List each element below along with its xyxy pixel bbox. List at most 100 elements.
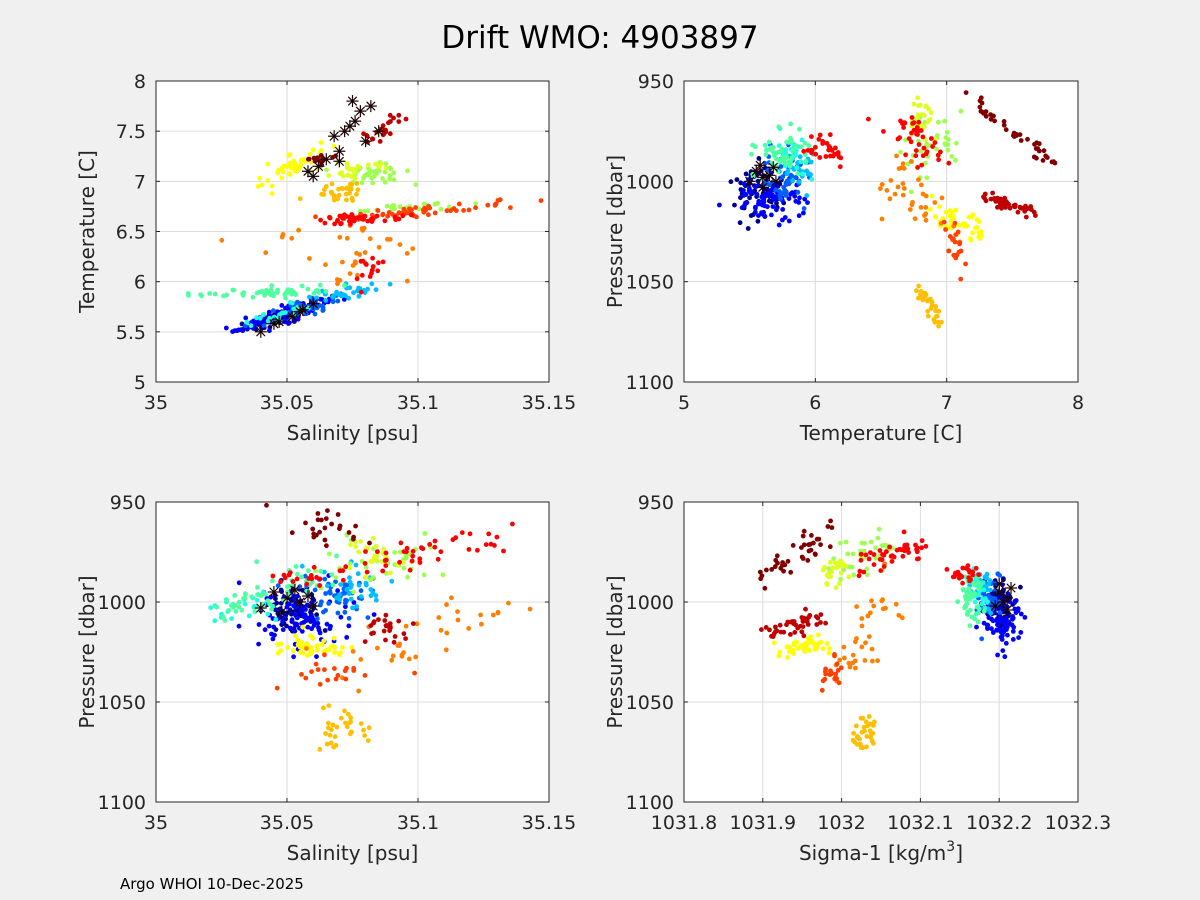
scatter-point xyxy=(807,648,813,653)
scatter-point xyxy=(403,636,408,641)
scatter-point xyxy=(945,147,951,153)
scatter-point xyxy=(979,233,984,239)
scatter-point xyxy=(1049,159,1055,165)
y-tick-label: 1100 xyxy=(626,792,674,814)
scatter-point xyxy=(828,574,834,579)
scatter-point xyxy=(300,650,306,656)
scatter-point xyxy=(755,178,761,184)
scatter-point xyxy=(323,262,328,268)
scatter-point xyxy=(747,185,752,191)
scatter-point xyxy=(918,182,924,188)
scatter-point xyxy=(276,607,281,613)
scatter-point xyxy=(957,240,962,246)
scatter-point xyxy=(859,644,865,650)
scatter-point xyxy=(960,565,966,571)
scatter-point xyxy=(941,219,947,225)
scatter-point xyxy=(392,634,398,639)
scatter-point xyxy=(850,652,856,658)
scatter-point xyxy=(857,568,863,574)
scatter-point xyxy=(335,673,341,678)
scatter-point xyxy=(405,168,410,174)
scatter-point xyxy=(976,592,981,598)
scatter-point xyxy=(967,595,973,601)
scatter-point xyxy=(349,729,354,735)
scatter-point xyxy=(221,614,226,620)
scatter-point xyxy=(278,600,284,606)
scatter-point xyxy=(793,175,799,180)
scatter-point xyxy=(753,205,758,211)
scatter-point xyxy=(325,583,330,589)
scatter-point xyxy=(1024,206,1030,212)
scatter-point xyxy=(880,606,886,612)
scatter-point xyxy=(918,148,924,154)
scatter-point xyxy=(322,652,327,658)
scatter-point xyxy=(825,524,831,529)
scatter-point xyxy=(292,164,298,170)
x-tick-label: 35 xyxy=(144,812,168,834)
scatter-point xyxy=(347,181,353,187)
scatter-point xyxy=(414,621,420,627)
scatter-point xyxy=(265,178,271,183)
scatter-point xyxy=(836,680,842,686)
scatter-point xyxy=(406,206,412,212)
scatter-point xyxy=(232,593,238,598)
scatter-point xyxy=(864,572,870,578)
scatter-point xyxy=(365,738,371,743)
scatter-point xyxy=(871,603,877,609)
scatter-point xyxy=(717,202,722,208)
scatter-point xyxy=(960,580,965,586)
scatter-point xyxy=(992,118,997,124)
scatter-point xyxy=(385,213,390,219)
scatter-point xyxy=(307,256,312,261)
scatter-point xyxy=(347,561,353,566)
scatter-point xyxy=(1010,614,1015,620)
scatter-point xyxy=(792,193,798,199)
scatter-point xyxy=(329,181,335,187)
scatter-point xyxy=(365,162,371,168)
scatter-point xyxy=(269,191,275,197)
scatter-point xyxy=(801,210,806,216)
scatter-point xyxy=(311,531,317,537)
scatter-point xyxy=(858,745,864,750)
star-marker xyxy=(273,315,286,328)
scatter-point xyxy=(918,128,924,133)
scatter-point xyxy=(315,517,321,523)
scatter-point xyxy=(348,174,354,179)
scatter-point xyxy=(363,580,369,586)
scatter-point xyxy=(804,193,810,198)
scatter-point xyxy=(988,116,994,122)
scatter-point xyxy=(267,328,272,334)
scatter-point xyxy=(380,123,386,129)
scatter-point xyxy=(282,310,288,315)
scatter-point xyxy=(918,205,924,210)
scatter-point xyxy=(295,637,301,643)
scatter-point xyxy=(287,607,293,613)
scatter-point xyxy=(315,155,320,161)
scatter-point xyxy=(902,120,908,126)
scatter-point xyxy=(953,157,958,163)
scatter-point xyxy=(266,623,272,629)
scatter-point xyxy=(929,136,934,141)
star-marker xyxy=(286,310,299,323)
scatter-point xyxy=(875,658,880,664)
scatter-point xyxy=(911,127,917,133)
scatter-point xyxy=(773,624,778,630)
scatter-point xyxy=(380,211,386,217)
scatter-point xyxy=(256,641,261,647)
scatter-point xyxy=(287,625,293,631)
scatter-point xyxy=(323,298,329,303)
scatter-point xyxy=(932,140,938,146)
scatter-point xyxy=(946,160,952,166)
scatter-point xyxy=(901,125,906,130)
scatter-point xyxy=(412,670,417,676)
scatter-point xyxy=(365,286,370,292)
scatter-point xyxy=(392,214,398,220)
scatter-point xyxy=(774,553,780,559)
scatter-point xyxy=(771,640,777,646)
scatter-point xyxy=(845,551,851,557)
scatter-point xyxy=(805,558,811,563)
scatter-point xyxy=(285,162,291,168)
scatter-point xyxy=(846,574,852,580)
scatter-point xyxy=(981,587,987,593)
scatter-point xyxy=(816,136,822,142)
